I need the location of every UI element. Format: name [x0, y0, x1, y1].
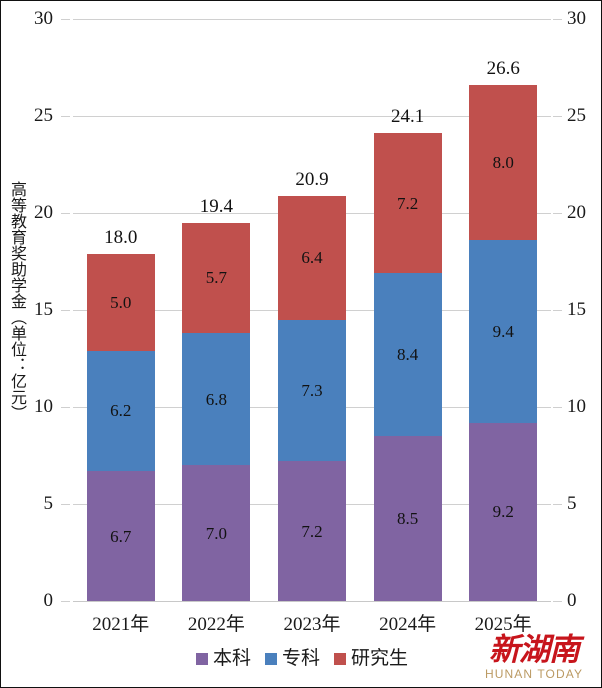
y-axis-tick-left	[61, 601, 70, 602]
bar-segment-value-label: 9.2	[492, 502, 514, 522]
y-axis-tick-label-left: 20	[34, 202, 53, 223]
y-axis-tick-label-right: 15	[567, 299, 586, 320]
legend-item[interactable]: 本科	[195, 648, 251, 669]
y-axis-tick-right	[553, 19, 562, 20]
y-axis-tick-right	[553, 407, 562, 408]
y-axis-tick-label-left: 10	[34, 396, 53, 417]
bar-segment[interactable]: 5.7	[182, 222, 251, 334]
bar-total-label: 18.0	[104, 226, 138, 248]
y-axis-tick-left	[61, 310, 70, 311]
bar-segment-value-label: 6.7	[110, 526, 132, 546]
y-axis-tick-right	[553, 213, 562, 214]
bar-group[interactable]: 8.5 8.4 7.2 24.1	[373, 19, 442, 601]
legend-item[interactable]: 研究生	[334, 649, 408, 668]
watermark-english-text: HUNAN TODAY	[484, 667, 584, 681]
bar-segment[interactable]: 8.0	[469, 84, 538, 241]
bar-segment[interactable]: 6.7	[86, 471, 155, 601]
y-axis-tick-left	[61, 19, 70, 20]
bar-total-label: 24.1	[390, 106, 425, 128]
watermark-chinese-text: 新湖南	[489, 632, 580, 668]
bar-segment[interactable]: 7.3	[278, 319, 346, 462]
bar-segment-value-label: 6.2	[110, 401, 132, 421]
bar-segment[interactable]: 9.2	[469, 422, 538, 601]
y-axis-tick-label-left: 25	[34, 105, 53, 126]
gridline	[73, 19, 551, 20]
y-axis-tick-left	[61, 504, 70, 505]
x-axis-label: 2024年	[379, 614, 437, 635]
bar-segment-value-label: 8.0	[492, 153, 514, 173]
gridline	[73, 601, 551, 602]
bar-segment[interactable]: 6.2	[86, 350, 155, 472]
y-axis-tick-right	[553, 116, 562, 117]
bar-segment-value-label: 8.4	[396, 345, 419, 365]
x-axis-label: 2025年	[474, 614, 532, 635]
y-axis-tick-label-right: 5	[567, 493, 577, 514]
plot-area: 6.7 6.2 5.0 18.0 7.0 6.8 5.7 19.4 7.2 7.3 6.4 20.9 8…	[73, 19, 551, 602]
bar-segment-value-label: 5.7	[205, 268, 228, 288]
x-axis-label: 2021年	[92, 614, 150, 635]
y-axis-tick-right	[553, 504, 562, 505]
bar-group[interactable]: 7.2 7.3 6.4 20.9	[278, 19, 346, 601]
bar-segment[interactable]: 8.4	[373, 273, 442, 437]
bar-segment-value-label: 6.8	[205, 389, 228, 409]
y-axis-tick-left	[61, 407, 70, 408]
watermark-logo: 新湖南 HUNAN TODAY	[475, 632, 593, 682]
bar-segment-value-label: 7.0	[205, 523, 228, 543]
bar-segment[interactable]: 8.5	[373, 436, 442, 601]
bar-segment-value-label: 7.2	[301, 521, 323, 541]
y-axis-tick-left	[61, 116, 70, 117]
legend-swatch-icon	[264, 652, 277, 665]
bar-segment[interactable]: 7.2	[278, 461, 346, 601]
y-axis-tick-right	[553, 601, 562, 602]
bar-segment-value-label: 7.3	[301, 381, 323, 401]
legend-label: 研究生	[351, 648, 409, 669]
y-axis-tick-right	[553, 310, 562, 311]
gridline	[73, 116, 551, 117]
y-axis-tick-left	[61, 213, 70, 214]
bar-total-label: 26.6	[486, 57, 520, 79]
bar-group[interactable]: 7.0 6.8 5.7 19.4	[182, 19, 251, 601]
y-axis-tick-label-right: 0	[567, 590, 577, 611]
y-axis-title-text: 高等教育奖助学金（单位：亿元）	[8, 181, 25, 421]
legend-label: 专科	[281, 648, 320, 669]
legend-label: 本科	[212, 648, 251, 669]
bar-group[interactable]: 6.7 6.2 5.0 18.0	[86, 19, 155, 601]
y-axis-tick-label-right: 20	[567, 202, 586, 223]
bar-segment-value-label: 6.4	[301, 248, 323, 268]
legend-swatch-icon	[334, 652, 346, 665]
bar-total-label: 19.4	[199, 195, 234, 217]
y-axis-tick-label-right: 30	[567, 8, 586, 29]
y-axis-tick-label-left: 5	[43, 493, 54, 514]
bar-segment-value-label: 8.5	[396, 509, 419, 529]
bar-segment[interactable]: 5.0	[86, 253, 155, 351]
y-axis-tick-label-left: 0	[43, 590, 54, 611]
legend-item[interactable]: 专科	[264, 648, 320, 669]
bar-segment[interactable]: 9.4	[469, 240, 538, 423]
y-axis-tick-label-right: 25	[567, 105, 586, 126]
bar-segment-value-label: 7.2	[396, 193, 419, 213]
bar-group[interactable]: 9.2 9.4 8.0 26.6	[469, 19, 538, 601]
bar-segment[interactable]: 7.2	[373, 133, 442, 274]
legend-swatch-icon	[195, 652, 208, 665]
x-axis-label: 2023年	[283, 614, 341, 635]
y-axis-title: 高等教育奖助学金（单位：亿元）	[1, 1, 31, 601]
y-axis-tick-label-left: 15	[34, 299, 53, 320]
bar-segment-value-label: 9.4	[492, 321, 514, 341]
bar-total-label: 20.9	[295, 168, 329, 190]
bar-segment[interactable]: 6.8	[182, 333, 251, 466]
y-axis-tick-label-left: 30	[34, 8, 53, 29]
legend: 本科 专科 研究生	[1, 649, 602, 668]
y-axis-tick-label-right: 10	[567, 396, 586, 417]
bar-segment[interactable]: 6.4	[278, 195, 346, 320]
bar-segment-value-label: 5.0	[110, 292, 132, 312]
bar-segment[interactable]: 7.0	[182, 465, 251, 601]
x-axis-label: 2022年	[187, 614, 245, 635]
